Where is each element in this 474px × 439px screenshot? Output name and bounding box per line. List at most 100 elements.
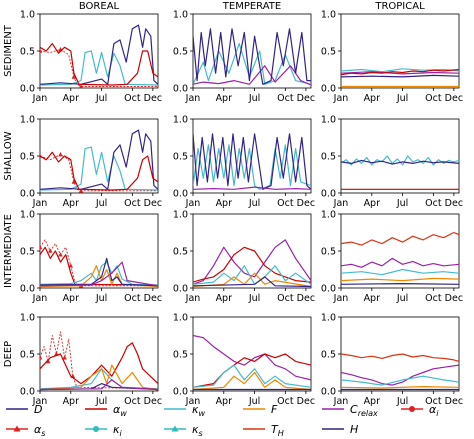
- series-marker-as: [78, 84, 84, 88]
- series-line-Crelax: [193, 239, 311, 285]
- x-tick-label: Jan: [185, 396, 201, 407]
- x-tick-label: Dec: [144, 93, 162, 104]
- series-lines: [40, 129, 158, 193]
- panel-series-group: [341, 68, 459, 88]
- panel-series-group: [341, 353, 459, 391]
- y-tick-label: 1.0: [173, 313, 188, 324]
- x-tick-label: Oct: [277, 198, 294, 209]
- legend-entry-TH: TH: [243, 423, 284, 438]
- series-line-Crelax: [40, 379, 158, 391]
- y-tick-label: 1.0: [321, 10, 336, 21]
- x-tick-label: Jul: [396, 396, 408, 407]
- legend-label-sub: w: [198, 409, 205, 418]
- column-title: TROPICAL: [374, 1, 425, 12]
- y-tick-label: 1.0: [321, 115, 336, 126]
- x-tick-label: Jan: [32, 396, 48, 407]
- series-line-aw: [193, 246, 311, 283]
- legend-label-sub: relax: [358, 409, 378, 418]
- x-tick-label: Oct: [277, 93, 294, 104]
- series-line-aw: [40, 151, 158, 191]
- panel-series-group: [40, 24, 158, 88]
- series-lines: [341, 231, 459, 285]
- x-tick-label: Apr: [63, 293, 80, 304]
- axes-frame: [192, 316, 312, 392]
- legend-label-main: H: [350, 423, 358, 436]
- x-tick-label: Jul: [248, 198, 260, 209]
- row-label: DEEP: [3, 341, 14, 367]
- series-marker-as: [71, 74, 77, 79]
- series-line-D: [341, 74, 459, 78]
- x-tick-label: Oct: [425, 293, 442, 304]
- x-tick-label: Oct: [124, 93, 141, 104]
- x-tick-label: Oct: [425, 396, 442, 407]
- series-line-F: [40, 265, 158, 288]
- legend-entry-ks: κs: [164, 423, 203, 438]
- y-tick-label: 0.5: [321, 247, 336, 258]
- y-tick-label: 0.5: [321, 152, 336, 163]
- panel-series-group: [193, 133, 311, 190]
- x-tick-label: Jul: [95, 198, 107, 209]
- legend-label-main: T: [271, 423, 279, 436]
- axes-frame: [192, 13, 312, 89]
- legend-label: D: [34, 403, 42, 416]
- y-tick-label: 0.0: [321, 284, 336, 295]
- panel-sediment-tropical: 0.0 0.5 1.0 Jan Apr Jul Oct Dec: [321, 10, 463, 105]
- column-title: BOREAL: [79, 1, 120, 12]
- series-line-TH: [341, 231, 459, 246]
- series-line-kw: [193, 265, 311, 285]
- series-line-F: [193, 371, 311, 391]
- series-line-Crelax: [193, 186, 311, 190]
- x-tick-label: Apr: [364, 198, 381, 209]
- series-line-Crelax: [341, 257, 459, 268]
- series-line-D: [341, 283, 459, 285]
- y-tick-label: 1.0: [173, 115, 188, 126]
- y-tick-label: 1.0: [321, 210, 336, 221]
- x-tick-label: Jul: [396, 93, 408, 104]
- y-tick-label: 0.0: [173, 387, 188, 398]
- series-line-D: [40, 257, 158, 287]
- series-line-aw: [40, 43, 158, 86]
- legend-label-sub: H: [278, 429, 284, 438]
- series-marker-as: [40, 244, 43, 250]
- legend-label-main: α: [113, 403, 121, 416]
- series-line-D: [193, 133, 311, 190]
- legend-entry-ai: αi: [401, 403, 439, 418]
- panel-shallow-boreal: 0.0 0.5 1.0 Jan Apr Jul Oct Dec: [20, 115, 162, 210]
- legend-swatch-marker: [171, 425, 179, 432]
- series-lines: [193, 334, 311, 391]
- y-tick-label: 0.0: [173, 284, 188, 295]
- panel-sediment-boreal: 0.0 0.5 1.0 Jan Apr Jul Oct Dec: [20, 10, 162, 105]
- x-tick-label: Apr: [364, 396, 381, 407]
- series-line-kw: [341, 155, 459, 166]
- y-tick-label: 0.0: [321, 84, 336, 95]
- series-marker-as: [62, 355, 67, 360]
- series-line-Crelax: [193, 334, 311, 381]
- x-tick-label: Jul: [95, 93, 107, 104]
- series-line-D: [40, 129, 158, 190]
- x-tick-label: Dec: [144, 293, 162, 304]
- series-line-D: [40, 24, 158, 85]
- series-line-F: [193, 272, 311, 288]
- panel-series-group: [193, 334, 311, 391]
- legend-label-sub: s: [41, 429, 45, 438]
- series-line-kw: [193, 43, 311, 85]
- y-tick-label: 0.5: [20, 152, 35, 163]
- series-line-kw: [40, 368, 158, 390]
- x-tick-label: Dec: [144, 198, 162, 209]
- x-tick-label: Oct: [124, 293, 141, 304]
- x-tick-label: Oct: [277, 293, 294, 304]
- series-lines: [193, 239, 311, 288]
- x-tick-label: Jan: [333, 396, 349, 407]
- x-tick-label: Jul: [396, 198, 408, 209]
- y-tick-label: 1.0: [321, 313, 336, 324]
- legend-label-main: α: [429, 403, 437, 416]
- series-line-kw: [40, 146, 158, 191]
- x-tick-label: Apr: [364, 293, 381, 304]
- legend-label-main: κ: [113, 423, 120, 436]
- series-marker-as: [78, 188, 84, 193]
- x-tick-label: Jan: [185, 198, 201, 209]
- legend-entry-D: D: [6, 403, 42, 416]
- x-tick-label: Jan: [333, 198, 349, 209]
- legend-label: H: [350, 423, 358, 436]
- series-line-kw: [341, 375, 459, 386]
